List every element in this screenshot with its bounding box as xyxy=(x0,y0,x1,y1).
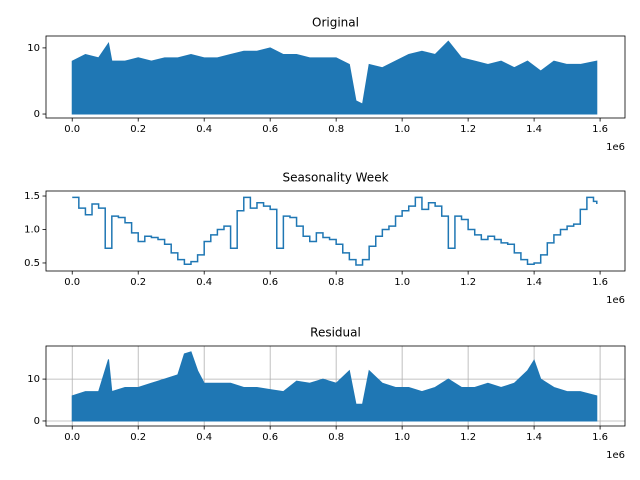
x-tick-label: 1.0 xyxy=(394,432,410,443)
chart-title: Seasonality Week xyxy=(282,171,388,185)
chart-title: Residual xyxy=(310,326,361,340)
x-tick-label: 0.0 xyxy=(64,277,80,288)
x-tick-label: 0.6 xyxy=(262,124,278,135)
x-tick-label: 0.4 xyxy=(196,277,212,288)
x-tick-label: 1.2 xyxy=(460,432,476,443)
y-tick-label: 0.5 xyxy=(24,258,40,269)
x-tick-label: 0.4 xyxy=(196,124,212,135)
y-tick-label: 1.5 xyxy=(24,191,40,202)
y-tick-label: 0 xyxy=(34,109,40,120)
x-offset-label: 1e6 xyxy=(606,450,625,461)
x-tick-label: 0.8 xyxy=(328,124,344,135)
x-tick-label: 0.0 xyxy=(64,124,80,135)
y-tick-label: 0 xyxy=(34,416,40,427)
x-tick-label: 0.6 xyxy=(262,432,278,443)
x-tick-label: 0.2 xyxy=(130,124,146,135)
plot-frame xyxy=(45,190,626,272)
x-tick-label: 0.0 xyxy=(64,432,80,443)
y-tick-label: 1.0 xyxy=(24,224,40,235)
plot-frame xyxy=(45,345,626,427)
x-tick-label: 0.4 xyxy=(196,432,212,443)
area xyxy=(71,351,598,422)
x-tick-label: 1.2 xyxy=(460,277,476,288)
x-tick-label: 1.2 xyxy=(460,124,476,135)
x-tick-label: 0.2 xyxy=(130,277,146,288)
x-tick-label: 1.4 xyxy=(526,124,542,135)
plot-frame xyxy=(45,35,626,119)
x-tick-label: 1.0 xyxy=(394,277,410,288)
x-tick-label: 0.2 xyxy=(130,432,146,443)
x-tick-label: 1.4 xyxy=(526,277,542,288)
x-offset-label: 1e6 xyxy=(606,142,625,153)
line xyxy=(72,196,598,266)
x-tick-label: 1.4 xyxy=(526,432,542,443)
x-tick-label: 1.6 xyxy=(592,432,608,443)
y-tick-label: 10 xyxy=(27,374,40,385)
y-tick-label: 10 xyxy=(27,43,40,54)
x-offset-label: 1e6 xyxy=(606,295,625,306)
x-tick-label: 0.8 xyxy=(328,432,344,443)
x-tick-label: 1.6 xyxy=(592,124,608,135)
x-tick-label: 1.0 xyxy=(394,124,410,135)
area xyxy=(71,40,598,115)
x-tick-label: 0.8 xyxy=(328,277,344,288)
x-tick-label: 0.6 xyxy=(262,277,278,288)
x-tick-label: 1.6 xyxy=(592,277,608,288)
chart-title: Original xyxy=(312,16,359,30)
